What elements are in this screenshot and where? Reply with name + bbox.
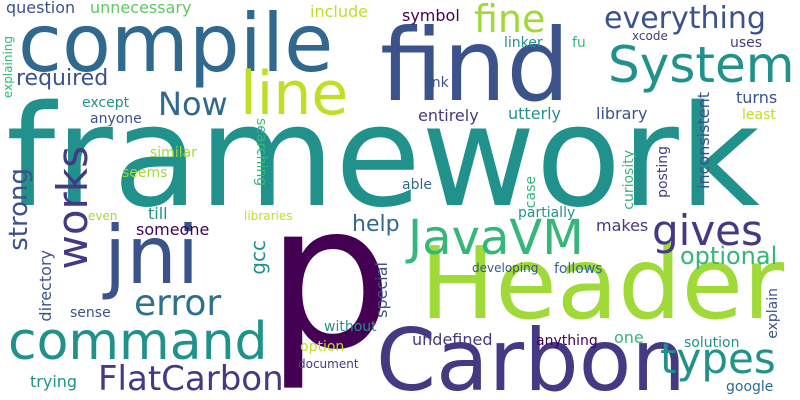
word-flatcarbon: FlatCarbon xyxy=(98,359,284,399)
word-find: find xyxy=(380,7,570,124)
word-now: Now xyxy=(158,85,228,123)
word-optional: optional xyxy=(680,242,778,270)
word-except: except xyxy=(82,95,130,111)
word-special: special xyxy=(372,262,391,318)
word-entirely: entirely xyxy=(418,106,479,125)
word-unnecessary: unnecessary xyxy=(90,0,192,17)
word-case: case xyxy=(523,176,539,209)
word-partially: partially xyxy=(518,205,576,221)
word-required: required xyxy=(16,66,109,91)
word-sense: sense xyxy=(70,305,111,321)
word-searching: searching xyxy=(253,118,269,187)
word-anything: anything xyxy=(536,333,598,349)
word-follows: follows xyxy=(554,261,603,277)
word-library: library xyxy=(596,104,648,123)
word-carbon: Carbon xyxy=(376,311,686,400)
word-gives: gives xyxy=(652,206,763,255)
word-symbol: symbol xyxy=(402,6,460,25)
word-option: option xyxy=(300,339,345,355)
word-inconsistent: inconsistent xyxy=(694,92,713,189)
word-turns: turns xyxy=(736,88,778,107)
word-someone: someone xyxy=(136,220,210,239)
word-undefined: undefined xyxy=(412,330,493,349)
word-link: link xyxy=(424,75,449,91)
word-help: help xyxy=(352,212,400,237)
word-everything: everything xyxy=(604,1,766,36)
word-include: include xyxy=(310,2,368,21)
word-explaining: explaining xyxy=(1,36,15,99)
word-seems: seems xyxy=(122,165,168,181)
word-anyone: anyone xyxy=(90,111,142,127)
word-trying: trying xyxy=(30,372,78,391)
word-even: even xyxy=(88,209,118,223)
word-least: least xyxy=(742,107,776,123)
word-error: error xyxy=(134,283,222,324)
word-google: google xyxy=(726,379,774,395)
word-works: works xyxy=(48,146,97,270)
word-types: types xyxy=(660,334,776,383)
word-explain: explain xyxy=(765,288,781,339)
word-linker: linker xyxy=(504,35,543,51)
word-solution: solution xyxy=(684,335,740,351)
word-one: one xyxy=(614,328,644,347)
word-jni: jni xyxy=(104,209,200,302)
word-document: document xyxy=(298,357,359,371)
word-similar: similar xyxy=(150,145,197,161)
word-directory: directory xyxy=(36,250,55,322)
word-system: System xyxy=(608,36,795,94)
word-header: Header xyxy=(420,225,785,342)
word-line: line xyxy=(240,59,349,129)
word-without: without xyxy=(324,319,377,335)
word-libraries: libraries xyxy=(244,209,293,223)
word-curiosity: curiosity xyxy=(621,150,637,210)
word-command: command xyxy=(8,312,268,372)
word-strong: strong xyxy=(4,168,34,251)
word-framework: framework xyxy=(6,76,760,239)
word-uses: uses xyxy=(730,35,763,51)
word-makes: makes xyxy=(596,216,649,235)
word-posting: posting xyxy=(655,146,671,198)
word-fine: fine xyxy=(474,0,546,41)
word-fu: fu xyxy=(572,35,586,51)
word-utterly: utterly xyxy=(508,104,562,123)
word-javavm: JavaVM xyxy=(408,210,584,266)
word-question: question xyxy=(6,0,76,17)
word-gcc: gcc xyxy=(246,240,270,275)
word-xcode: xcode xyxy=(632,29,668,43)
word-compile: compile xyxy=(18,0,334,90)
word-able: able xyxy=(402,177,432,193)
word-p: p xyxy=(266,161,393,394)
word-till: till xyxy=(148,204,168,223)
word-developing: developing xyxy=(472,261,539,275)
